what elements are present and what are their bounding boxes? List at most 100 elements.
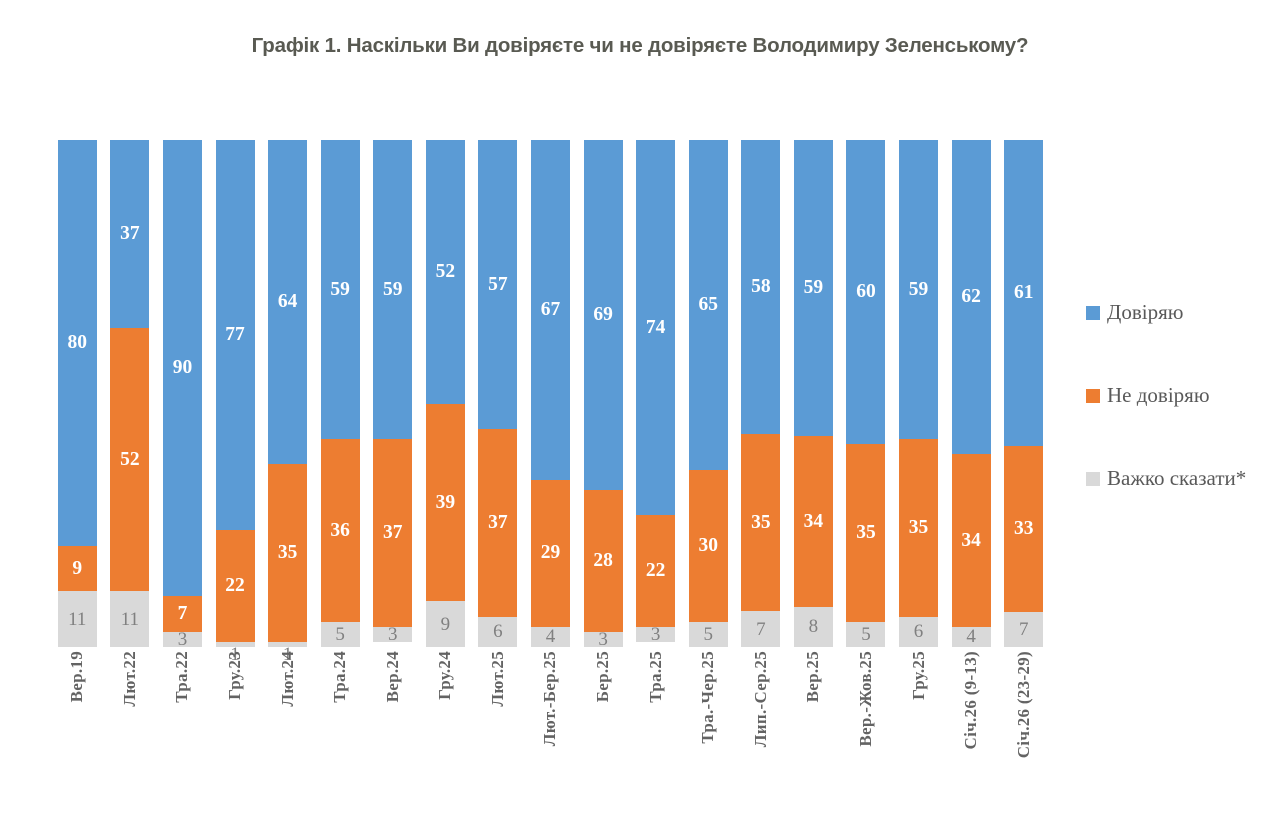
bar-value-label: 67 [540,299,561,321]
bar-value-label: 37 [383,522,403,544]
x-axis-tick-label: Бер.25 [577,651,630,826]
bar-value-label: 74 [645,316,666,338]
bar-column: 74 22 3 [636,140,676,647]
bar-segment: 34 [793,436,833,607]
bar-value-label: 35 [277,542,298,564]
bar-segment: 59 [320,140,360,440]
bar-value-label: 60 [856,281,876,303]
bar-segment: 77 [215,140,255,531]
bar-value-label: 77 [225,324,245,346]
bar-value-label: 9 [72,557,83,579]
bar-value-label: 11 [68,608,87,630]
bar-segment: 6 [478,616,518,647]
x-axis-tick-text: Бер.25 [593,651,613,703]
legend-swatch-icon [1086,388,1100,403]
bar-column: 61 33 7 [1004,140,1044,647]
bar-value-label: 5 [861,623,871,645]
bar-segment: 33 [1004,446,1044,612]
bar-segment: 11 [110,591,150,647]
bar-segment: 29 [531,479,570,627]
legend-item-trust[interactable]: Довіряю [1086,300,1276,325]
bar-value-label: 90 [172,357,193,379]
bar-column: 59 37 3 [373,140,413,647]
bar-value-label: 3 [177,628,188,650]
x-axis-tick-text: Лют.24 [277,651,297,707]
bar-column: 37 52 11 [110,140,150,647]
bar-value-label: 9 [440,613,451,635]
legend-swatch-icon [1086,306,1100,320]
bar-segment: 35 [741,434,781,612]
x-axis-tick-label: Тра.-Чер.25 [682,651,735,826]
chart-legend: Довіряю Не довіряю Важко сказати* [1086,300,1276,548]
bar-value-label: 30 [698,534,718,556]
bar-segment: 90 [162,140,202,597]
bar-value-label: 37 [120,223,140,245]
bar-value-label: 29 [540,542,561,564]
x-axis-tick-label: Лют.25 [472,651,525,826]
bar-segment: 39 [425,403,465,602]
x-axis-tick-text: Тра.22 [172,651,192,703]
bar-segment: 11 [57,591,97,647]
bar-value-label: 64 [277,291,298,313]
bar-column: 69 28 3 [583,140,623,649]
bar-value-label: 7 [1018,618,1029,640]
bar-segment: 67 [531,140,570,480]
bar-segment: 35 [899,439,939,617]
bar-value-label: 35 [908,517,929,539]
x-axis-tick-label: Лип.-Сер.25 [735,651,788,826]
bar-value-label: 7 [756,618,766,640]
chart-plot-area: 80 9 11 37 52 11 90 7 3 77 22 1 64 35 1 59 36 5 59 37 3 52 39 9… [51,140,1050,664]
x-axis-tick-label: Вер.19 [51,651,104,826]
bar-segment: 37 [110,140,150,328]
bar-segment: 7 [1004,611,1044,647]
bar-value-label: 35 [856,522,876,544]
legend-item-distrust[interactable]: Не довіряю [1086,383,1276,408]
bar-value-label: 34 [961,529,981,551]
bar-segment: 52 [110,327,150,592]
bar-column: 60 35 5 [846,140,886,647]
bar-value-label: 65 [698,294,718,316]
x-axis-tick-label: Вер.24 [366,651,419,826]
bar-value-label: 6 [493,621,503,643]
bar-value-label: 34 [803,510,824,532]
x-axis-tick-text: Тра.25 [645,651,665,703]
bar-value-label: 3 [650,623,661,645]
bar-segment: 52 [425,140,465,404]
bar-column: 77 22 1 [215,140,255,664]
x-axis-tick-text: Лют.25 [487,651,507,707]
bar-value-label: 33 [1013,518,1034,540]
bar-segment: 5 [320,621,360,647]
bar-segment: 37 [478,428,518,617]
x-axis-tick-text: Вер.19 [67,651,87,703]
bar-segment: 59 [793,140,833,437]
legend-label: Важко сказати* [1107,465,1247,490]
bar-value-label: 3 [388,623,398,645]
bar-segment: 58 [741,140,781,435]
bar-column: 67 29 4 [531,140,570,647]
legend-label: Довіряю [1107,300,1184,324]
x-axis-tick-label: Вер.25 [787,651,840,826]
x-axis-tick-label: Січ.26 (9-13) [945,651,998,826]
bar-segment: 37 [373,439,413,627]
bar-segment: 80 [57,140,97,546]
bar-value-label: 52 [120,448,140,470]
legend-item-hard[interactable]: Важко сказати* [1086,466,1276,491]
bar-value-label: 28 [593,550,613,572]
bar-value-label: 59 [383,278,403,300]
x-axis-tick-label: Лют.22 [104,651,157,826]
bar-segment: 5 [846,621,886,647]
x-axis-tick-text: Вер.25 [803,651,823,703]
x-axis-tick-label: Вер.-Жов.25 [840,651,893,826]
bar-segment: 36 [320,439,360,622]
x-axis-tick-text: Січ.26 (23-29) [1013,651,1033,759]
x-axis-labels: Вер.19 Лют.22 Тра.22 Гру.23 Лют.24 Тра.24 Вер.… [51,651,1050,826]
bar-segment: 35 [846,444,886,622]
bar-column: 58 35 7 [741,140,781,647]
x-axis-tick-text: Гру.24 [435,651,455,700]
bar-segment: 22 [636,515,676,627]
x-axis-tick-text: Лют.22 [119,651,139,707]
bar-value-label: 22 [225,575,245,597]
bar-column: 80 9 11 [57,140,97,647]
bar-segment: 57 [478,140,518,429]
bar-value-label: 36 [330,519,350,541]
